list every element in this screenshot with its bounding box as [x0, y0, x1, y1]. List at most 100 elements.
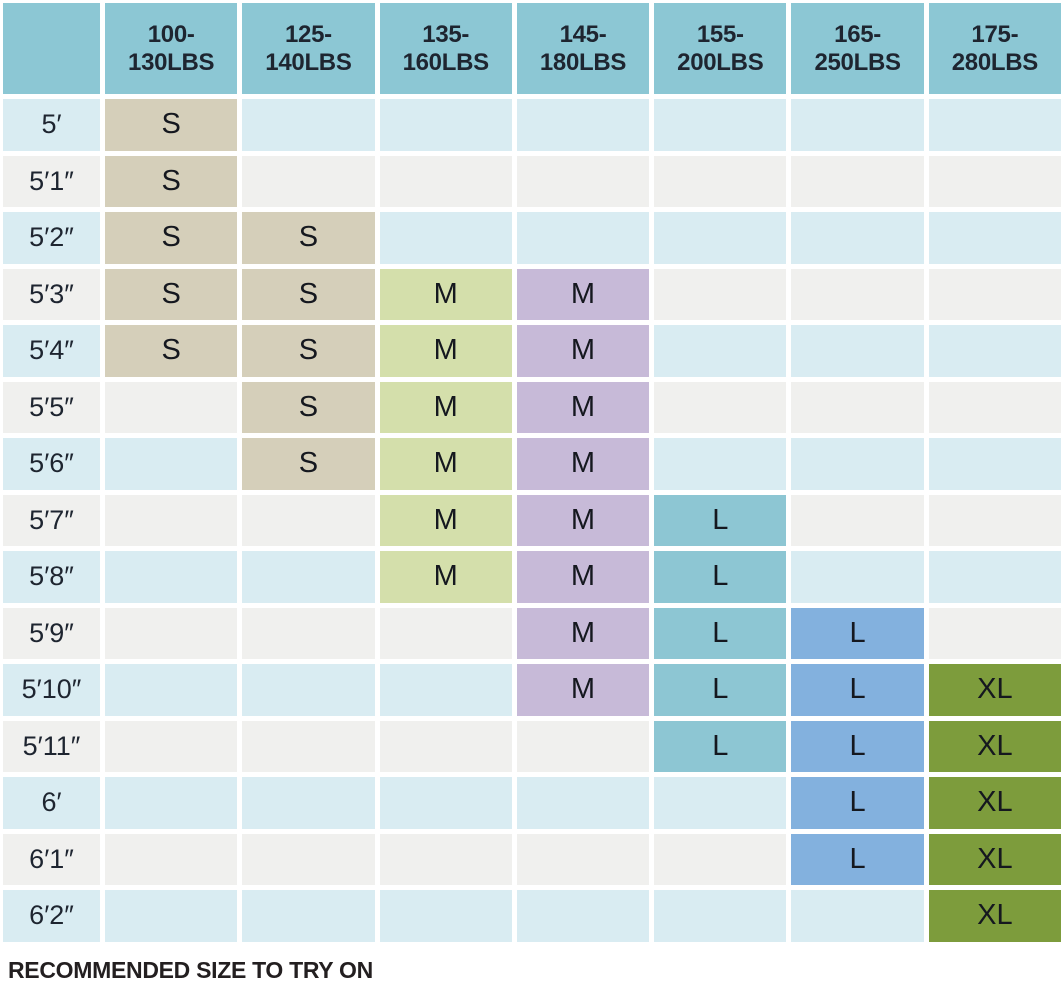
column-header-100-130lbs: 100- 130LBS: [105, 3, 238, 94]
empty-cell: [105, 720, 238, 772]
empty-cell: [105, 833, 238, 885]
size-cell: S: [242, 268, 375, 320]
empty-cell: [242, 720, 375, 772]
row-label-height: 6′: [3, 777, 100, 829]
empty-cell: [379, 890, 512, 942]
size-cell: M: [379, 381, 512, 433]
empty-cell: [242, 890, 375, 942]
size-cell: XL: [928, 720, 1061, 772]
size-cell: M: [516, 551, 650, 603]
chart-caption: RECOMMENDED SIZE TO TRY ON: [8, 956, 373, 983]
size-cell: S: [105, 99, 238, 151]
empty-cell: [242, 833, 375, 885]
size-cell: M: [379, 268, 512, 320]
empty-cell: [379, 607, 512, 659]
size-cell: M: [379, 494, 512, 546]
empty-cell: [105, 607, 238, 659]
empty-cell: [105, 494, 238, 546]
size-cell: M: [379, 325, 512, 377]
empty-cell: [654, 155, 787, 207]
empty-cell: [928, 325, 1061, 377]
size-cell: M: [516, 268, 650, 320]
column-header-165-250lbs: 165- 250LBS: [791, 3, 924, 94]
size-cell: L: [654, 494, 787, 546]
column-header-line1: 135-: [422, 20, 470, 48]
empty-cell: [516, 212, 650, 264]
empty-cell: [791, 155, 924, 207]
size-cell: L: [791, 720, 924, 772]
empty-cell: [379, 99, 512, 151]
empty-cell: [105, 664, 238, 716]
empty-cell: [379, 720, 512, 772]
size-cell: XL: [928, 890, 1061, 942]
empty-cell: [928, 607, 1061, 659]
size-cell: L: [654, 720, 787, 772]
empty-cell: [242, 777, 375, 829]
column-header-135-160lbs: 135- 160LBS: [379, 3, 512, 94]
size-cell: S: [242, 438, 375, 490]
empty-cell: [654, 325, 787, 377]
empty-cell: [791, 551, 924, 603]
empty-cell: [516, 833, 650, 885]
column-header-line1: 165-: [834, 20, 881, 48]
size-cell: L: [791, 777, 924, 829]
row-label-height: 5′9″: [3, 607, 100, 659]
size-cell: S: [242, 325, 375, 377]
size-cell: M: [379, 551, 512, 603]
size-cell: L: [654, 607, 787, 659]
row-label-height: 5′: [3, 99, 100, 151]
size-cell: S: [105, 155, 238, 207]
empty-cell: [654, 438, 787, 490]
empty-cell: [516, 777, 650, 829]
empty-cell: [516, 890, 650, 942]
column-header-line1: 145-: [559, 20, 607, 48]
column-header-line2: 180LBS: [539, 48, 627, 76]
column-header-155-200lbs: 155- 200LBS: [654, 3, 787, 94]
empty-cell: [654, 833, 787, 885]
size-cell: L: [654, 664, 787, 716]
row-label-height: 5′2″: [3, 212, 100, 264]
empty-cell: [242, 607, 375, 659]
column-header-line2: 200LBS: [677, 48, 764, 76]
column-header-line2: 130LBS: [128, 48, 215, 76]
empty-cell: [379, 664, 512, 716]
size-cell: M: [516, 494, 650, 546]
size-cell: L: [791, 833, 924, 885]
empty-cell: [654, 381, 787, 433]
empty-cell: [791, 212, 924, 264]
empty-cell: [105, 551, 238, 603]
empty-cell: [516, 155, 650, 207]
empty-cell: [105, 438, 238, 490]
row-label-height: 5′11″: [3, 720, 100, 772]
size-cell: M: [516, 381, 650, 433]
empty-cell: [928, 268, 1061, 320]
size-cell: S: [105, 325, 238, 377]
empty-cell: [791, 268, 924, 320]
column-header-line2: 250LBS: [814, 48, 901, 76]
size-cell: L: [791, 664, 924, 716]
row-label-height: 5′10″: [3, 664, 100, 716]
empty-cell: [379, 833, 512, 885]
size-cell: S: [242, 212, 375, 264]
row-label-height: 5′4″: [3, 325, 100, 377]
empty-cell: [379, 212, 512, 264]
empty-cell: [928, 381, 1061, 433]
row-label-height: 6′1″: [3, 833, 100, 885]
row-label-height: 5′7″: [3, 494, 100, 546]
empty-cell: [105, 890, 238, 942]
empty-cell: [791, 325, 924, 377]
empty-cell: [791, 890, 924, 942]
size-cell: S: [242, 381, 375, 433]
empty-cell: [242, 99, 375, 151]
empty-cell: [654, 777, 787, 829]
empty-cell: [242, 494, 375, 546]
size-cell: L: [791, 607, 924, 659]
size-cell: M: [379, 438, 512, 490]
row-label-height: 5′8″: [3, 551, 100, 603]
empty-cell: [516, 720, 650, 772]
empty-cell: [928, 212, 1061, 264]
column-header-175-280lbs: 175- 280LBS: [928, 3, 1061, 94]
empty-cell: [379, 155, 512, 207]
empty-cell: [379, 777, 512, 829]
